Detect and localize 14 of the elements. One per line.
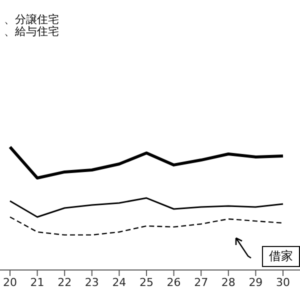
x-tick-label: 28 <box>221 276 236 289</box>
x-tick-label: 29 <box>248 276 263 289</box>
x-tick-label: 26 <box>166 276 181 289</box>
text: 、給与住宅 <box>4 25 59 38</box>
legend-label: 借家 <box>262 246 300 267</box>
x-tick-label: 23 <box>84 276 99 289</box>
x-tick-label: 30 <box>276 276 290 289</box>
x-tick-label: 22 <box>58 276 72 289</box>
x-tick-label: 25 <box>140 276 154 289</box>
text: 、分譲住宅 <box>4 13 59 26</box>
x-tick-label: 24 <box>112 276 126 289</box>
x-tick-label: 27 <box>194 276 208 289</box>
x-tick-label: 20 <box>3 276 17 289</box>
x-tick-label: 21 <box>30 276 44 289</box>
